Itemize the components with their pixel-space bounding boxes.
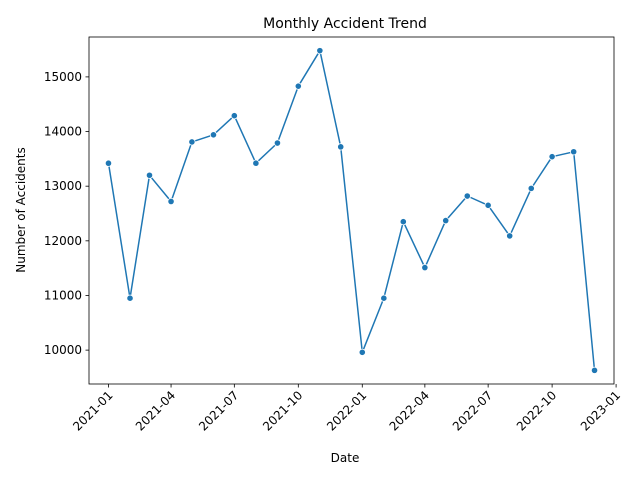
data-point <box>358 348 366 356</box>
data-point <box>145 171 154 179</box>
y-tick-label: 10000 <box>44 343 82 357</box>
plot-area: 10000 11000 12000 13000 14000 15000 2021-01 202… <box>44 36 623 434</box>
y-tick-label: 12000 <box>44 234 82 248</box>
y-tick-label: 11000 <box>44 288 82 302</box>
data-point <box>273 139 282 147</box>
data-point <box>209 131 218 139</box>
x-tick-label: 2022-04 <box>387 388 432 433</box>
data-point <box>399 218 407 226</box>
y-tick-label: 13000 <box>44 179 82 193</box>
x-tick-label: 2021-01 <box>70 388 115 433</box>
data-point <box>337 143 345 151</box>
data-point <box>527 184 535 192</box>
data-point <box>548 153 556 161</box>
data-point <box>126 294 134 302</box>
y-tick-label: 14000 <box>44 125 82 139</box>
data-point <box>188 138 196 146</box>
data-point <box>463 192 471 200</box>
x-tick-label: 2022-10 <box>514 388 559 433</box>
data-point <box>506 232 514 240</box>
data-point <box>252 159 260 167</box>
plot-frame <box>88 36 615 385</box>
x-tick-label: 2021-07 <box>196 388 241 433</box>
x-tick-label: 2022-01 <box>324 388 369 433</box>
x-tick-label: 2021-04 <box>133 388 178 433</box>
series-line <box>107 49 596 371</box>
x-axis-label: Date <box>331 451 360 465</box>
data-point <box>167 197 175 206</box>
x-tick-label: 2023-01 <box>578 388 623 433</box>
data-point <box>442 217 450 225</box>
x-tick-label: 2022-07 <box>450 388 495 433</box>
data-point <box>590 366 599 374</box>
y-tick-label: 15000 <box>44 70 82 84</box>
data-point <box>104 159 113 167</box>
data-point <box>316 47 324 55</box>
data-point <box>570 148 578 156</box>
data-point <box>294 82 302 90</box>
x-tick-label: 2021-10 <box>260 388 305 433</box>
y-axis-label: Number of Accidents <box>14 147 28 273</box>
data-point <box>421 264 429 272</box>
data-point <box>484 201 492 209</box>
data-point <box>380 294 388 302</box>
chart-title: Monthly Accident Trend <box>263 16 427 32</box>
data-point <box>230 112 238 120</box>
